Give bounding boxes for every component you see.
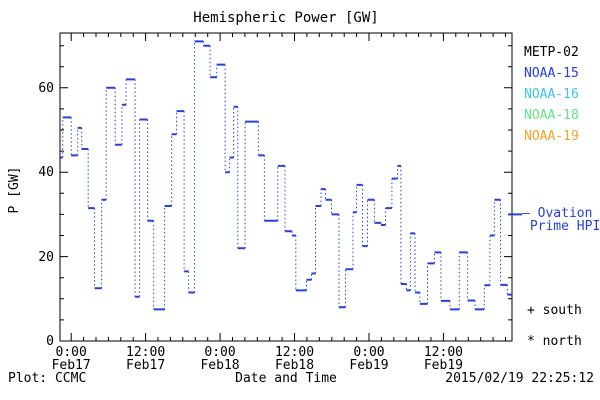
y-tick-label: 0 [46, 334, 54, 349]
x-tick-label: 0:00 Feb19 [349, 345, 389, 373]
legend-item-noaa-15: NOAA-15 [524, 66, 579, 81]
hpi-step-curve-plateaus [60, 40, 512, 311]
x-tick-label: 12:00 Feb18 [274, 345, 315, 373]
south-marker-label: + south [527, 303, 582, 318]
plot-frame [59, 32, 513, 342]
plot-timestamp: 2015/02/19 22:25:12 [445, 371, 594, 386]
hpi-step-curve-vertical-dotted [62, 41, 508, 310]
legend-item-metp-02: METP-02 [524, 45, 579, 60]
y-tick-label: 60 [38, 80, 54, 96]
y-tick-label: 40 [38, 165, 54, 181]
y-tick-label: 20 [38, 249, 54, 265]
x-tick-label: 12:00 Feb19 [423, 345, 463, 373]
axis-ticks [60, 33, 512, 342]
plot-credit: Plot: CCMC [8, 371, 87, 386]
legend-item-noaa-19: NOAA-19 [524, 129, 579, 144]
legend-item-noaa-18: NOAA-18 [524, 108, 579, 123]
legend-item-noaa-16: NOAA-16 [524, 87, 579, 102]
x-tick-label: 12:00 Feb17 [126, 345, 166, 373]
page-title: Hemispheric Power [GW] [193, 10, 379, 26]
x-axis-title: Date and Time [235, 371, 337, 386]
x-tick-label: 0:00 Feb18 [200, 345, 240, 373]
x-tick-label: 0:00 Feb17 [51, 345, 91, 373]
model-legend-ovation-prime-hpi: — Ovation Prime HPI [522, 206, 600, 234]
north-marker-label: * north [527, 334, 582, 349]
